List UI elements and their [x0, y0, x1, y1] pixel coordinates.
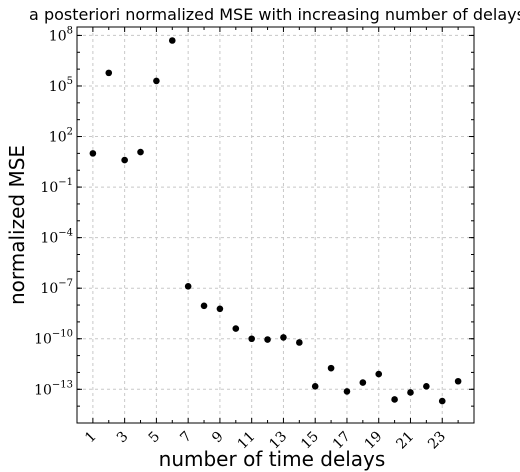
data-point: [105, 69, 113, 77]
data-point: [359, 379, 367, 386]
x-tick-label: 23: [425, 429, 449, 453]
x-tick-label: 1: [82, 429, 100, 447]
y-tick-label: 102: [49, 127, 73, 146]
plot-frame: [76, 26, 475, 424]
y-tick-label: 108: [49, 25, 73, 44]
y-tick-label: 105: [49, 76, 73, 95]
data-point: [89, 150, 97, 157]
x-tick-label: 9: [209, 429, 227, 447]
data-point: [423, 383, 430, 390]
data-point: [454, 377, 462, 385]
y-axis-label: normalized MSE: [5, 145, 29, 305]
y-tick-label: 10−13: [34, 379, 73, 398]
data-point: [391, 396, 398, 403]
data-point: [137, 148, 144, 156]
data-points: [89, 37, 462, 405]
y-tick-label: 10−1: [40, 177, 73, 196]
x-tick-label: 7: [177, 429, 195, 447]
data-point: [121, 156, 128, 164]
data-point: [327, 364, 335, 372]
grid-lines: [77, 27, 474, 423]
x-tick-label: 21: [393, 429, 417, 453]
data-point: [200, 302, 208, 310]
data-point: [311, 383, 319, 390]
x-tick-label: 3: [114, 429, 132, 447]
y-tick-label: 10−10: [34, 329, 73, 348]
data-point: [343, 388, 351, 395]
data-point: [296, 339, 303, 346]
data-point: [438, 397, 446, 405]
data-point: [216, 305, 224, 313]
data-point: [264, 336, 271, 343]
data-point: [153, 77, 160, 85]
data-point: [375, 370, 383, 378]
data-point: [168, 37, 176, 44]
y-tick-labels: 108 105 102 10−1 10−4 10−7 10−10 10−13: [34, 25, 73, 398]
x-tick-label: 5: [146, 429, 164, 447]
y-tick-label: 10−4: [40, 228, 73, 247]
data-point: [248, 335, 255, 343]
data-point: [232, 325, 240, 332]
chart-title: a posteriori normalized MSE with increas…: [29, 5, 520, 24]
data-point: [407, 389, 414, 396]
data-point: [280, 334, 287, 341]
x-axis-label: number of time delays: [159, 447, 386, 471]
y-tick-label: 10−7: [40, 278, 73, 297]
data-point: [184, 282, 192, 290]
